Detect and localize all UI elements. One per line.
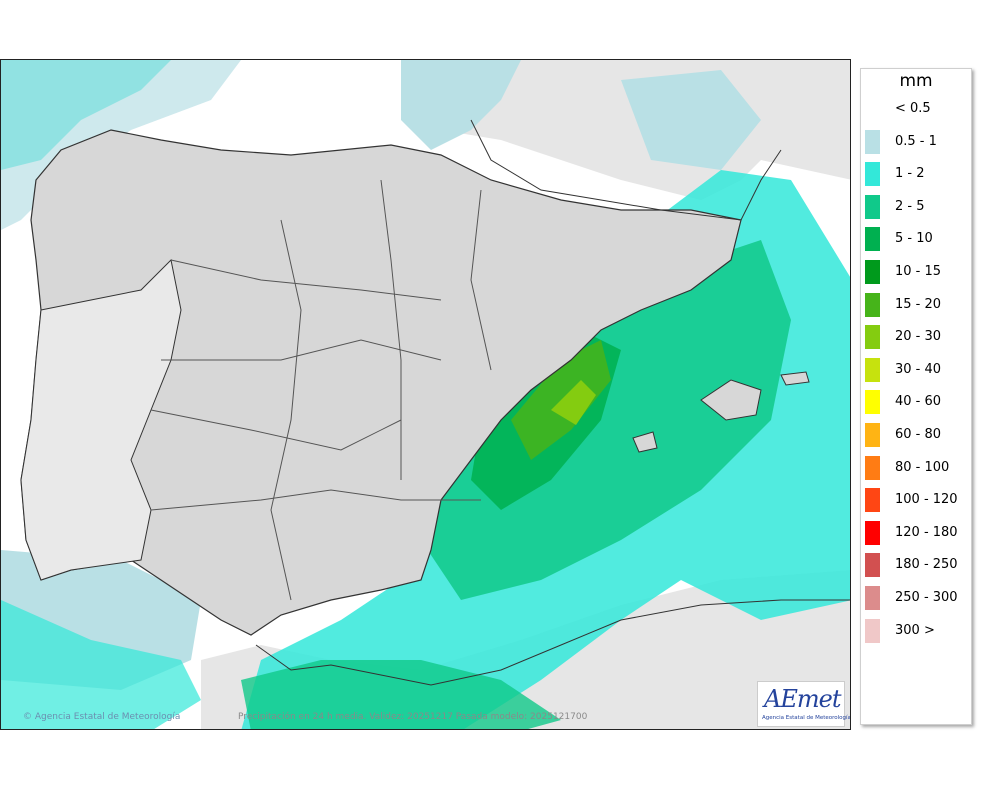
legend-swatch (865, 129, 880, 154)
legend-label: 15 - 20 (895, 296, 942, 312)
legend-swatch (865, 260, 880, 284)
legend-swatch (865, 292, 880, 317)
precip-band-peak (551, 380, 596, 425)
legend-label: 300 > (895, 622, 935, 638)
legend-item: 180 - 250 (865, 553, 969, 578)
precip-band-south-west (1, 600, 201, 729)
precip-band-moderate-south (241, 660, 561, 729)
map-canvas (1, 60, 850, 729)
african-coastline (255, 599, 850, 686)
legend-item: 100 - 120 (865, 488, 969, 513)
legend-label: 30 - 40 (895, 361, 942, 377)
aemet-logo-subtitle: Agencia Estatal de Meteorología (762, 715, 851, 721)
precip-band-north-light (401, 60, 521, 150)
legend-item: 120 - 180 (865, 520, 969, 545)
legend-label: 1 - 2 (895, 166, 925, 182)
precipitation-legend: mm < 0.5 0.5 - 1 1 - 2 2 - 5 5 - 10 10 - 15 15… (860, 68, 972, 725)
legend-item: 40 - 60 (865, 390, 969, 415)
copyright-icon: © (23, 712, 32, 722)
legend-swatch (865, 618, 880, 643)
legend-swatch (865, 488, 880, 513)
legend-label: < 0.5 (895, 101, 931, 116)
precip-band-atlantic-light (1, 60, 241, 230)
legend-item: 20 - 30 (865, 325, 969, 350)
legend-label: 60 - 80 (895, 427, 942, 442)
legend-item: 80 - 100 (865, 455, 969, 480)
menorca (780, 371, 810, 386)
mallorca (700, 379, 762, 421)
region-borders (150, 179, 492, 601)
legend-label: 20 - 30 (895, 329, 942, 345)
legend-label: 80 - 100 (895, 459, 950, 475)
precip-band-france-east (621, 70, 761, 170)
legend-swatch (865, 455, 880, 480)
legend-swatch (865, 357, 880, 382)
legend-swatch (865, 520, 880, 545)
legend-item: < 0.5 (865, 97, 969, 121)
legend-item: 30 - 40 (865, 357, 969, 382)
map-caption: Precipitación en 24 h media. Validez: 20… (238, 712, 588, 722)
legend-label: 250 - 300 (895, 590, 958, 605)
precipitation-map: © Agencia Estatal de Meteorología Precip… (0, 59, 851, 730)
legend-label: 180 - 250 (895, 557, 958, 573)
legend-item: 1 - 2 (865, 162, 969, 187)
legend-item: 15 - 20 (865, 292, 969, 317)
french-border (470, 119, 782, 221)
copyright-credit: © Agencia Estatal de Meteorología (23, 712, 180, 722)
legend-label: 100 - 120 (895, 492, 958, 508)
legend-item: 0.5 - 1 (865, 129, 969, 154)
legend-label: 120 - 180 (895, 524, 958, 540)
legend-swatch (865, 325, 880, 350)
ibiza (632, 431, 658, 453)
legend-item: 250 - 300 (865, 586, 969, 610)
legend-swatch (865, 553, 880, 578)
legend-label: 40 - 60 (895, 394, 942, 410)
legend-item: 60 - 80 (865, 423, 969, 447)
legend-item: 5 - 10 (865, 227, 969, 252)
legend-swatch (865, 97, 880, 121)
aemet-logo-text: AEmet (764, 685, 841, 713)
legend-swatch (865, 390, 880, 415)
legend-label: 0.5 - 1 (895, 133, 937, 149)
legend-label: 2 - 5 (895, 198, 925, 214)
precip-band-moderate (421, 240, 791, 600)
credit-text: Agencia Estatal de Meteorología (34, 712, 181, 722)
legend-label: 5 - 10 (895, 231, 933, 247)
legend-item: 10 - 15 (865, 260, 969, 284)
legend-unit: mm (899, 71, 933, 91)
legend-swatch (865, 586, 880, 610)
legend-item: 2 - 5 (865, 194, 969, 219)
legend-swatch (865, 423, 880, 447)
legend-swatch (865, 162, 880, 187)
legend-swatch (865, 227, 880, 252)
aemet-logo: AEmet Agencia Estatal de Meteorología (757, 681, 850, 727)
legend-item: 300 > (865, 618, 969, 643)
legend-label: 10 - 15 (895, 264, 942, 279)
legend-swatch (865, 194, 880, 219)
